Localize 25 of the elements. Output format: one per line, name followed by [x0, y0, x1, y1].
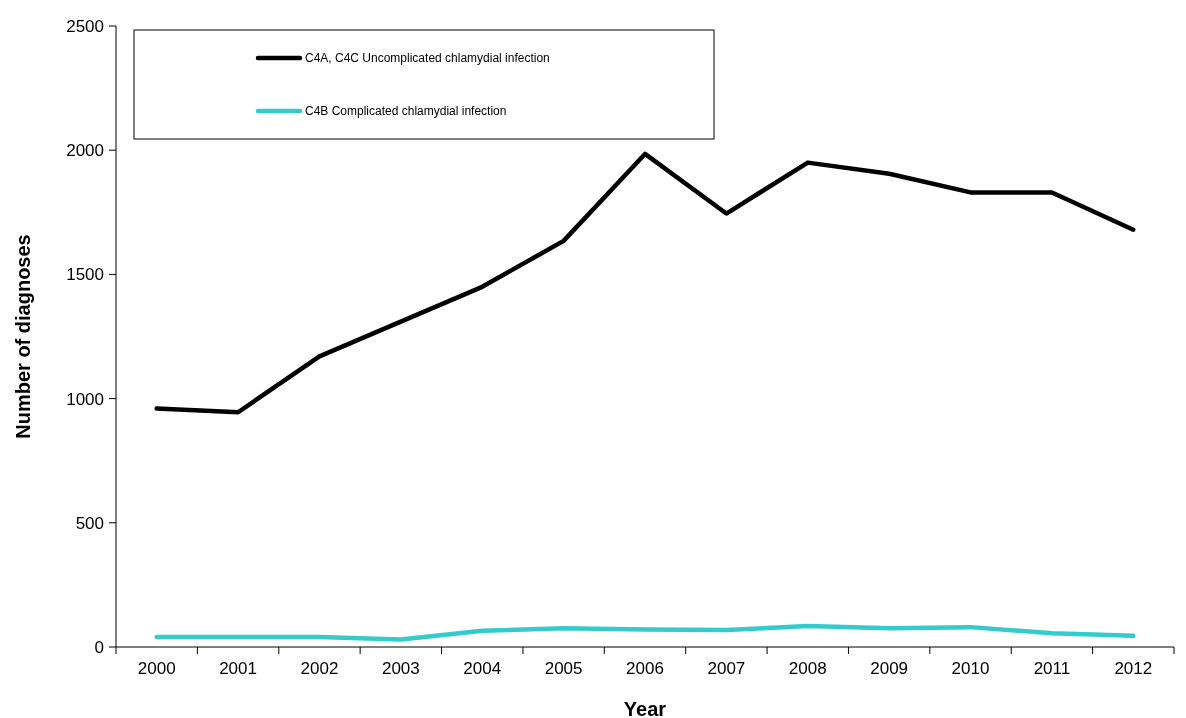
x-tick-label: 2010: [951, 659, 990, 678]
x-tick-label: 2001: [219, 659, 257, 678]
y-tick-label: 0: [94, 637, 104, 657]
x-tick-label: 2000: [137, 659, 176, 678]
x-tick-label: 2006: [626, 659, 664, 678]
y-tick-label: 1500: [66, 265, 104, 285]
y-tick-label: 500: [75, 513, 104, 533]
x-tick-label: 2005: [544, 659, 583, 678]
y-tick-label: 2500: [66, 16, 104, 36]
x-tick-label: 2012: [1114, 659, 1153, 678]
y-axis-title: Number of diagnoses: [12, 234, 34, 439]
legend-label: C4B Complicated chlamydial infection: [305, 104, 507, 119]
y-tick-label: 1000: [66, 389, 104, 409]
line-series: [154, 623, 1136, 642]
x-tick-label: 2009: [870, 659, 909, 678]
legend-label: C4A, C4C Uncomplicated chlamydial infection: [305, 51, 550, 66]
x-tick-label: 2011: [1033, 659, 1071, 678]
line-series: [154, 151, 1136, 415]
x-tick-label: 2002: [300, 659, 339, 678]
x-tick-label: 2007: [707, 659, 746, 678]
x-axis-title: Year: [623, 698, 667, 718]
y-tick-label: 2000: [66, 141, 104, 161]
x-tick-label: 2004: [463, 659, 502, 678]
x-tick-label: 2008: [788, 659, 827, 678]
x-tick-label: 2003: [381, 659, 420, 678]
